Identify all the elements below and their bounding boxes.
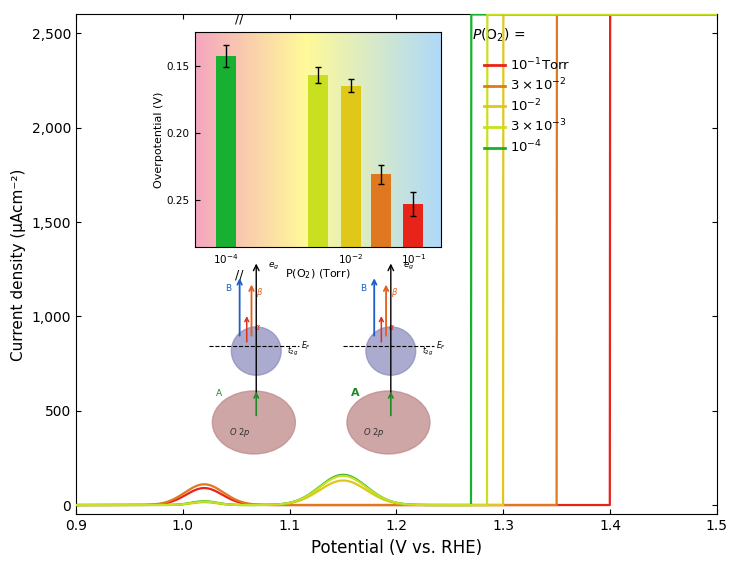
Y-axis label: Current density (μAcm⁻²): Current density (μAcm⁻²) bbox=[11, 168, 26, 361]
X-axis label: Potential (V vs. RHE): Potential (V vs. RHE) bbox=[311, 539, 482, 557]
Text: $P$(O$_2$) =: $P$(O$_2$) = bbox=[472, 27, 525, 44]
Legend: $10^{-1}$Torr, $3\times10^{-2}$, $10^{-2}$, $3\times10^{-3}$, $10^{-4}$: $10^{-1}$Torr, $3\times10^{-2}$, $10^{-2… bbox=[479, 51, 576, 160]
